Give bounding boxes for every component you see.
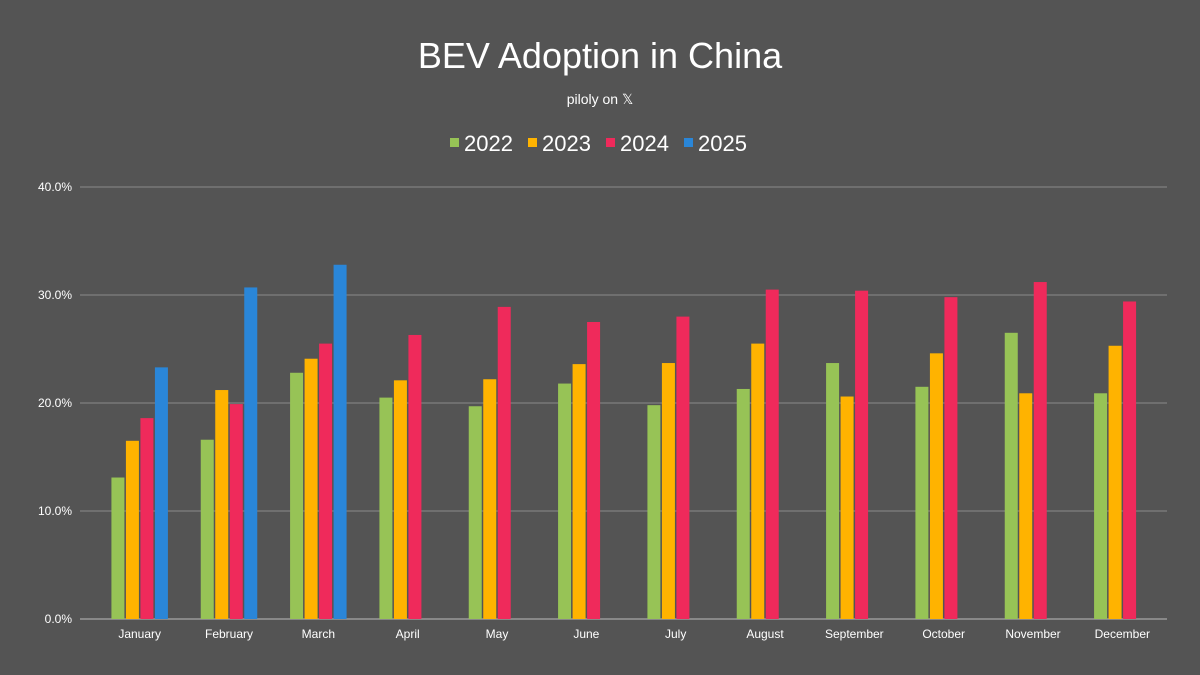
bar-2022-january — [111, 477, 125, 619]
bar-2022-april — [379, 397, 393, 619]
legend-label: 2022 — [464, 131, 513, 156]
bar-2023-july — [661, 363, 675, 619]
x-tick-label: January — [118, 627, 161, 641]
bar-2024-may — [497, 306, 511, 619]
bar-2024-november — [1033, 282, 1047, 619]
x-tick-label: December — [1095, 627, 1150, 641]
legend: 2022 2023 2024 2025 — [450, 131, 747, 156]
bar-2025-january — [154, 367, 168, 619]
bar-2023-november — [1019, 393, 1033, 619]
y-tick-label: 30.0% — [38, 288, 72, 302]
bar-2022-may — [468, 406, 482, 619]
bar-2023-september — [840, 396, 854, 619]
bar-2023-january — [125, 440, 139, 619]
x-tick-label: September — [825, 627, 884, 641]
x-tick-label: October — [922, 627, 965, 641]
bar-2024-january — [140, 418, 154, 619]
bar-2022-october — [915, 386, 929, 619]
bar-2024-march — [319, 343, 333, 619]
y-tick-label: 20.0% — [38, 396, 72, 410]
x-tick-label: August — [746, 627, 784, 641]
bar-2023-february — [215, 390, 229, 619]
bar-2022-march — [290, 372, 304, 619]
x-tick-label: November — [1005, 627, 1060, 641]
y-tick-label: 0.0% — [45, 612, 73, 626]
legend-label: 2024 — [620, 131, 669, 156]
bar-2022-august — [736, 388, 750, 619]
bar-2022-june — [558, 383, 572, 619]
x-tick-label: June — [573, 627, 599, 641]
bar-2023-march — [304, 358, 318, 619]
bar-2023-april — [393, 380, 407, 619]
legend-label: 2025 — [698, 131, 747, 156]
x-tick-label: March — [302, 627, 335, 641]
x-tick-label: April — [396, 627, 420, 641]
y-tick-label: 10.0% — [38, 504, 72, 518]
legend-swatch-2023 — [528, 138, 537, 147]
chart-title: BEV Adoption in China — [418, 35, 783, 76]
legend-swatch-2022 — [450, 138, 459, 147]
bar-2024-july — [676, 316, 690, 619]
bars — [111, 264, 1137, 619]
bar-2025-february — [244, 287, 258, 619]
bar-2024-june — [587, 322, 601, 619]
bar-2022-november — [1004, 332, 1018, 619]
gridlines: 0.0% 10.0% 20.0% 30.0% 40.0% — [38, 180, 1167, 626]
bar-2023-may — [483, 379, 497, 619]
chart-subtitle: piloly on 𝕏 — [567, 91, 634, 107]
bar-2024-february — [229, 404, 243, 619]
legend-label: 2023 — [542, 131, 591, 156]
bar-2024-september — [855, 290, 869, 619]
y-tick-label: 40.0% — [38, 180, 72, 194]
x-tick-label: July — [665, 627, 686, 641]
x-axis-labels: January February March April May June July Augu… — [118, 627, 1150, 641]
bar-2024-august — [765, 289, 779, 619]
x-tick-label: February — [205, 627, 253, 641]
bar-2024-october — [944, 297, 958, 619]
bar-2022-february — [200, 439, 214, 619]
x-tick-label: May — [486, 627, 509, 641]
legend-swatch-2025 — [684, 138, 693, 147]
bar-2022-december — [1094, 393, 1108, 619]
bar-2022-september — [826, 363, 840, 619]
bar-2022-july — [647, 405, 661, 619]
bar-2023-december — [1108, 345, 1122, 619]
bar-2024-december — [1123, 301, 1137, 619]
bar-2024-april — [408, 334, 422, 619]
bar-2023-october — [929, 353, 943, 619]
bar-2023-august — [751, 343, 765, 619]
bar-2023-june — [572, 364, 586, 619]
legend-swatch-2024 — [606, 138, 615, 147]
bar-2025-march — [333, 264, 347, 619]
